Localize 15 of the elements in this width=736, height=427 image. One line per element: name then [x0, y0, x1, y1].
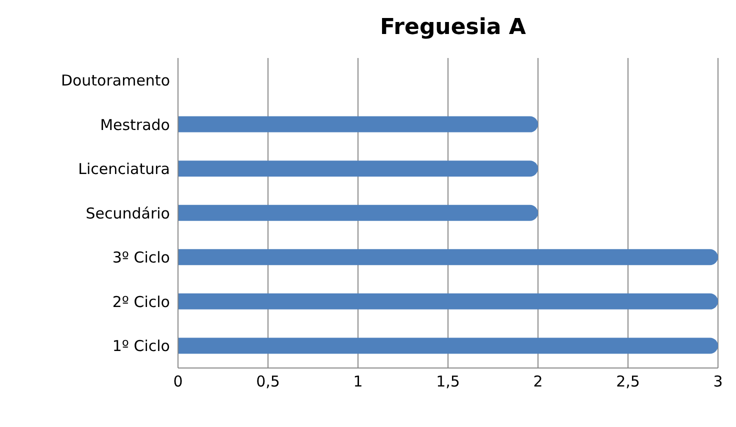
y-tick-label: 2º Ciclo: [112, 292, 170, 311]
x-tick-label: 0: [173, 372, 183, 391]
x-tick-label: 2,5: [616, 372, 640, 391]
x-tick-label: 2: [533, 372, 543, 391]
x-tick-label: 3: [713, 372, 723, 391]
chart-title: Freguesia A: [379, 14, 527, 42]
x-tick-label: 1: [353, 372, 363, 391]
y-tick-label: 1º Ciclo: [112, 337, 170, 356]
y-tick-label: 3º Ciclo: [112, 248, 170, 267]
x-tick-label: 0,5: [256, 372, 280, 391]
y-tick-label: Doutoramento: [60, 71, 170, 90]
y-tick-label: Secundário: [86, 204, 170, 222]
x-tick-label: 1,5: [436, 372, 460, 391]
y-tick-label: Licenciatura: [78, 160, 170, 178]
y-tick-label: Mestrado: [100, 116, 170, 134]
